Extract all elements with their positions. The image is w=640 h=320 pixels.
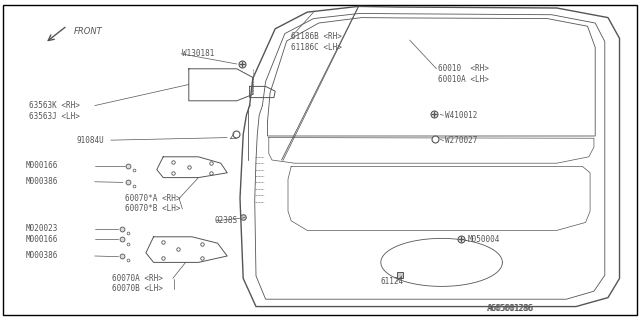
Text: W130181: W130181 bbox=[182, 49, 215, 58]
Text: M000166: M000166 bbox=[26, 161, 58, 170]
Text: 61186C <LH>: 61186C <LH> bbox=[291, 43, 342, 52]
Text: A605001286: A605001286 bbox=[486, 304, 532, 313]
Text: 60010  <RH>: 60010 <RH> bbox=[438, 64, 489, 73]
Text: M000166: M000166 bbox=[26, 235, 58, 244]
Text: 61124: 61124 bbox=[381, 277, 404, 286]
Text: M000386: M000386 bbox=[26, 252, 58, 260]
Text: 60070*B <LH>: 60070*B <LH> bbox=[125, 204, 180, 213]
Text: M020023: M020023 bbox=[26, 224, 58, 233]
Text: 60070A <RH>: 60070A <RH> bbox=[112, 274, 163, 283]
Text: FRONT: FRONT bbox=[74, 28, 102, 36]
Text: W410012: W410012 bbox=[445, 111, 477, 120]
Text: 63563K <RH>: 63563K <RH> bbox=[29, 101, 79, 110]
Text: 61186B <RH>: 61186B <RH> bbox=[291, 32, 342, 41]
Text: A605001286: A605001286 bbox=[488, 304, 534, 313]
Text: 60010A <LH>: 60010A <LH> bbox=[438, 75, 489, 84]
Text: W270027: W270027 bbox=[445, 136, 477, 145]
Text: M050004: M050004 bbox=[467, 236, 500, 244]
Text: 60070B <LH>: 60070B <LH> bbox=[112, 284, 163, 293]
Text: 91084U: 91084U bbox=[77, 136, 104, 145]
Text: 63563J <LH>: 63563J <LH> bbox=[29, 112, 79, 121]
Text: 60070*A <RH>: 60070*A <RH> bbox=[125, 194, 180, 203]
Text: M000386: M000386 bbox=[26, 177, 58, 186]
Text: 0238S: 0238S bbox=[214, 216, 237, 225]
